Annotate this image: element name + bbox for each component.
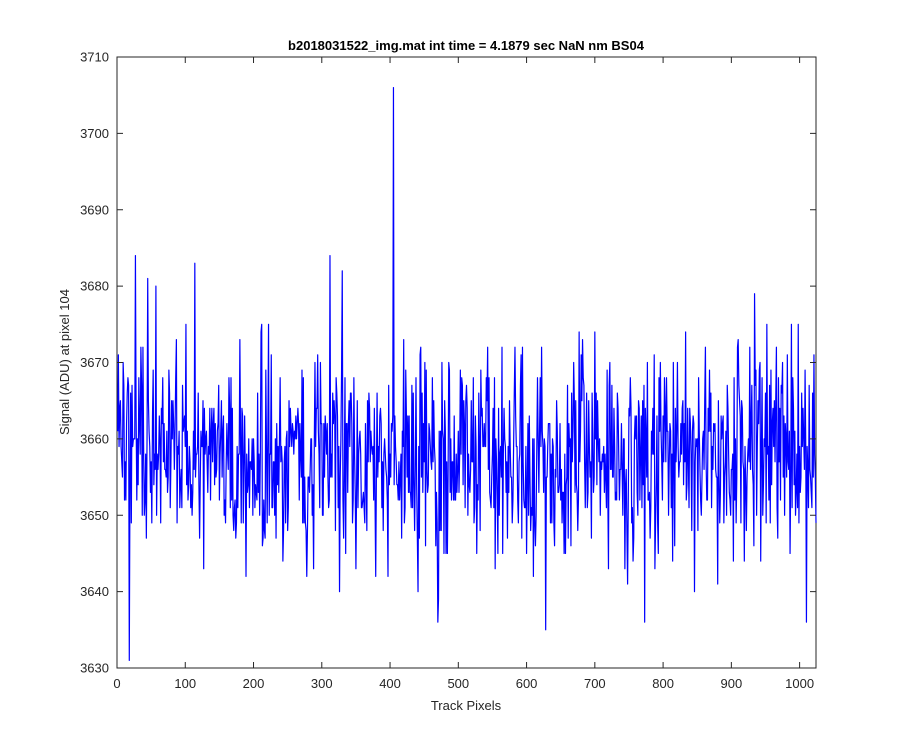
x-tick-label: 600	[516, 676, 538, 691]
y-tick-label: 3700	[80, 126, 109, 141]
x-tick-label: 200	[243, 676, 265, 691]
x-tick-label: 300	[311, 676, 333, 691]
x-tick-label: 800	[652, 676, 674, 691]
y-tick-label: 3660	[80, 431, 109, 446]
plot-area: 0 100 200 300 400 500 600 700 800 900 1000 3630 364…	[80, 50, 817, 691]
y-tick-label: 3650	[80, 508, 109, 523]
y-tick-label: 3670	[80, 355, 109, 370]
y-tick-label: 3710	[80, 50, 109, 65]
x-tick-label: 900	[721, 676, 743, 691]
y-tick-label: 3640	[80, 584, 109, 599]
x-tick-label: 400	[379, 676, 401, 691]
y-axis-label: Signal (ADU) at pixel 104	[57, 289, 72, 435]
y-axis: 3630 3640 3650 3660 3670 3680 3690 3700 3710	[80, 50, 816, 676]
x-axis-label: Track Pixels	[431, 698, 502, 713]
x-tick-label: 100	[174, 676, 196, 691]
x-tick-label: 1000	[785, 676, 814, 691]
x-tick-label: 500	[447, 676, 469, 691]
x-axis: 0 100 200 300 400 500 600 700 800 900 1000	[113, 57, 814, 691]
y-tick-label: 3690	[80, 202, 109, 217]
y-tick-label: 3680	[80, 279, 109, 294]
x-tick-label: 0	[113, 676, 120, 691]
plot-frame	[116, 56, 817, 669]
y-tick-label: 3630	[80, 661, 109, 676]
chart-title: b2018031522_img.mat int time = 4.1879 se…	[288, 38, 645, 53]
x-tick-label: 700	[584, 676, 606, 691]
data-layer	[117, 86, 817, 661]
series-line-0	[117, 86, 817, 661]
